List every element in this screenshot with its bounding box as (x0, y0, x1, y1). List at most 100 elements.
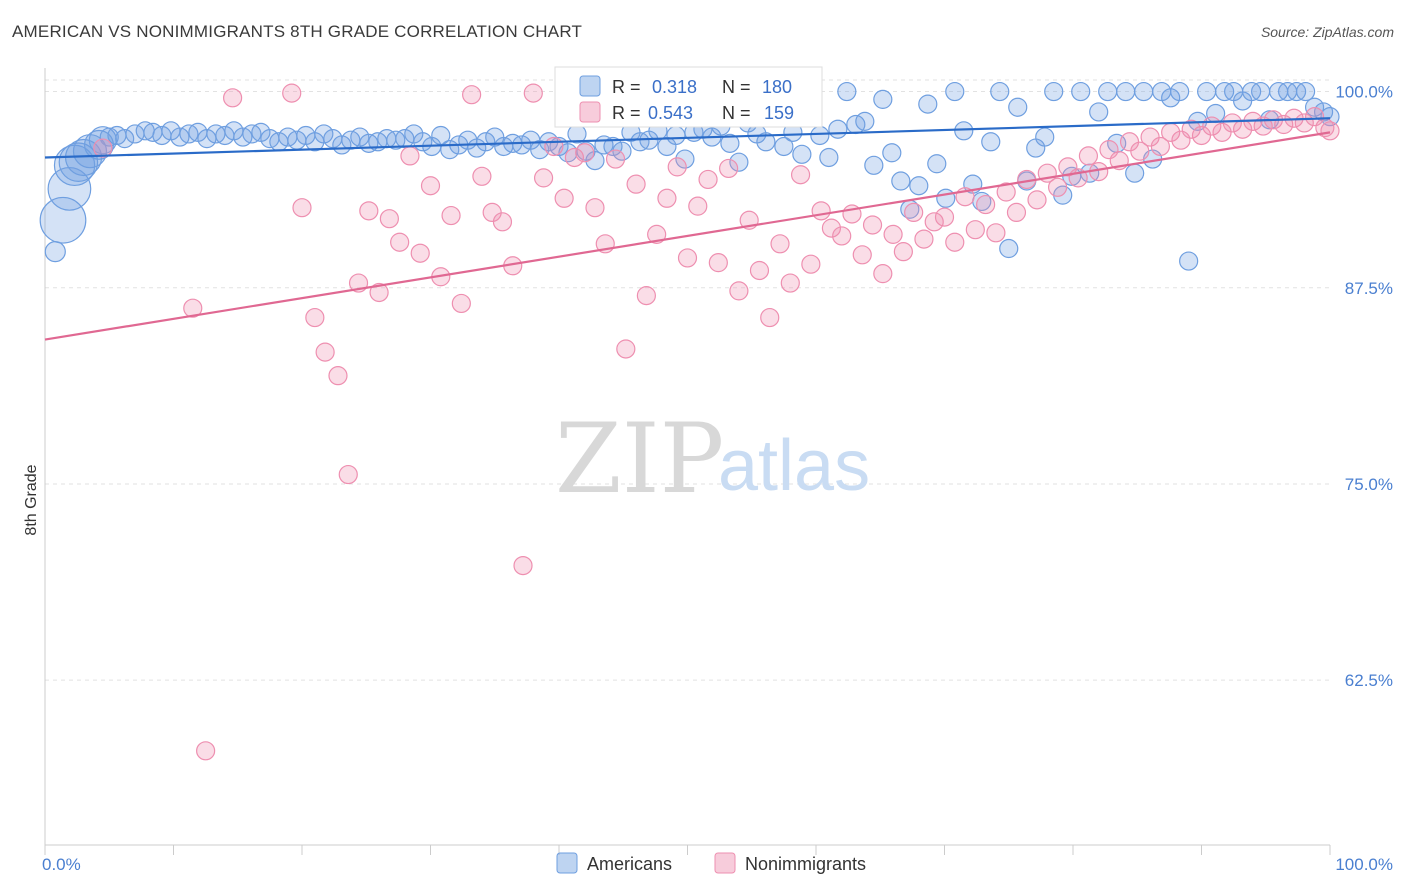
americans-point-79 (729, 152, 749, 172)
legend-nonimmigrants-r: 0.543 (648, 103, 693, 123)
nonimmigrants-point-95 (1222, 113, 1242, 133)
y-axis-label: 8th Grade (23, 464, 40, 535)
nonimmigrants-point-1 (183, 298, 203, 318)
nonimmigrants-point-41 (667, 157, 687, 177)
watermark-atlas: atlas (718, 426, 870, 506)
nonimmigrants-point-36 (616, 339, 636, 359)
nonimmigrants-point-30 (554, 188, 574, 208)
americans-point-66 (612, 141, 632, 161)
nonimmigrants-point-98 (1253, 116, 1273, 136)
nonimmigrants-point-13 (379, 209, 399, 229)
americans-point-51 (476, 132, 496, 152)
watermark-zip: ZIP (555, 403, 724, 515)
nonimmigrants-point-32 (575, 143, 595, 163)
x-tick-label-1: 100.0% (1335, 855, 1393, 874)
nonimmigrants-point-78 (1047, 177, 1068, 197)
americans-point-145 (1320, 107, 1340, 127)
americans-point-73 (675, 149, 695, 169)
nonimmigrants-point-31 (564, 147, 585, 168)
nonimmigrants-point-40 (657, 188, 677, 208)
americans-point-110 (1008, 97, 1028, 117)
americans-point-33 (314, 124, 334, 144)
nonimmigrants-point-16 (410, 243, 430, 263)
y-tick-label-2: 75.0% (1345, 475, 1393, 494)
y-tick-label-3: 62.5% (1345, 671, 1393, 690)
nonimmigrants-point-64 (904, 202, 924, 223)
nonimmigrants-point-76 (1027, 190, 1047, 210)
legend-swatch-nonimmigrants (579, 101, 601, 123)
americans-point-124 (1134, 81, 1154, 102)
nonimmigrants-point-53 (790, 165, 811, 185)
americans-point-82 (756, 132, 776, 152)
nonimmigrants-point-24 (492, 212, 513, 232)
americans-point-0 (44, 241, 66, 263)
nonimmigrants-point-65 (914, 229, 934, 249)
americans-point-88 (810, 125, 830, 146)
americans-point-107 (981, 132, 1001, 152)
americans-point-11 (115, 129, 135, 149)
nonimmigrants-point-33 (585, 198, 605, 218)
nonimmigrants-trend-line (44, 131, 1331, 341)
nonimmigrants-point-54 (801, 254, 821, 274)
americans-point-129 (1179, 251, 1199, 271)
nonimmigrants-point-37 (626, 174, 646, 194)
y-tick-labels: 100.0% 87.5% 75.0% 62.5% (1335, 83, 1393, 691)
nonimmigrants-point-73 (996, 182, 1016, 202)
bottom-legend-swatch-nonimmigrants (714, 852, 736, 874)
nonimmigrants-point-51 (770, 234, 790, 254)
legend-nonimmigrants-n: 159 (764, 103, 794, 123)
americans-point-99 (909, 176, 929, 196)
nonimmigrants-point-46 (719, 158, 739, 179)
americans-point-95 (873, 89, 893, 109)
americans-point-78 (720, 133, 740, 153)
nonimmigrants-point-81 (1078, 146, 1099, 166)
americans-point-128 (1170, 81, 1190, 102)
nonimmigrants-point-44 (698, 169, 718, 190)
legend-americans-r: 0.318 (652, 77, 697, 97)
americans-point-93 (855, 111, 875, 131)
nonimmigrants-point-88 (1150, 136, 1170, 157)
americans-point-104 (954, 121, 974, 141)
nonimmigrants-point-0 (93, 138, 113, 158)
nonimmigrants-point-22 (472, 166, 492, 186)
nonimmigrants-point-14 (390, 232, 410, 252)
nonimmigrants-point-71 (976, 194, 996, 215)
watermark: ZIP atlas (555, 403, 870, 515)
nonimmigrants-point-72 (986, 223, 1006, 243)
nonimmigrants-point-7 (315, 342, 335, 362)
americans-point-131 (1197, 81, 1217, 102)
legend-nonimmigrants-r-label: R = (612, 103, 641, 123)
americans-point-96 (882, 143, 902, 163)
nonimmigrants-point-21 (462, 85, 482, 105)
nonimmigrants-point-8 (328, 366, 348, 386)
nonimmigrants-point-56 (821, 218, 842, 238)
x-tick-label-0: 0.0% (42, 855, 81, 874)
x-tick-labels: 0.0% 100.0% (42, 855, 1393, 874)
americans-point-142 (1295, 81, 1316, 102)
y-tick-label-0: 100.0% (1335, 83, 1393, 102)
bottom-legend-americans: Americans (587, 854, 672, 874)
nonimmigrants-point-55 (811, 201, 831, 221)
nonimmigrants-point-4 (282, 83, 302, 103)
nonimmigrants-point-49 (749, 260, 770, 281)
nonimmigrants-point-12 (369, 282, 389, 303)
legend-americans-r-label: R = (612, 77, 641, 97)
source-label: Source: ZipAtlas.com (1260, 24, 1394, 40)
nonimmigrants-point-26 (513, 555, 533, 576)
americans-point-114 (1044, 81, 1064, 102)
americans-point-108 (990, 81, 1010, 102)
nonimmigrants-point-39 (647, 224, 667, 244)
americans-point-90 (828, 119, 848, 139)
nonimmigrants-point-42 (677, 248, 698, 268)
americans-point-113 (1035, 127, 1055, 147)
nonimmigrants-point-3 (223, 88, 243, 108)
series-legend: Americans Nonimmigrants (556, 852, 866, 874)
americans-point-119 (1089, 102, 1109, 122)
nonimmigrants-point-6 (305, 307, 325, 328)
nonimmigrants-point-63 (893, 242, 913, 262)
americans-point-84 (774, 136, 794, 157)
americans-point-103 (945, 81, 965, 102)
nonimmigrants-point-57 (832, 226, 852, 246)
nonimmigrants-point-38 (636, 286, 656, 306)
